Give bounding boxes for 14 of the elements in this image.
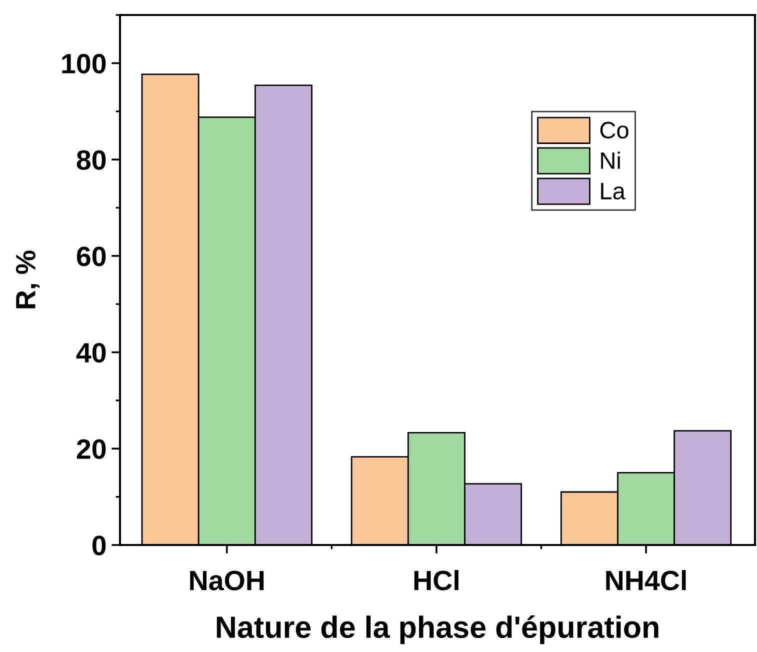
- legend-label: Ni: [601, 152, 620, 169]
- y-tick-label: 80: [76, 150, 106, 170]
- y-tick-label: 60: [76, 246, 106, 266]
- x-tick-label: NH4Cl: [606, 570, 686, 590]
- y-tick-label: 20: [76, 439, 106, 459]
- x-tick-label: HCl: [414, 570, 458, 590]
- y-tick-label: 0: [92, 536, 106, 556]
- y-tick-label: 100: [62, 54, 106, 74]
- y-tick-label: 40: [76, 342, 106, 363]
- x-tick-label: NaOH: [190, 570, 264, 590]
- y-axis-title: R, %: [16, 250, 40, 308]
- x-axis-title: Nature de la phase d'épuration: [216, 615, 658, 644]
- legend-label: La: [601, 182, 626, 200]
- legend-label: Co: [600, 122, 628, 139]
